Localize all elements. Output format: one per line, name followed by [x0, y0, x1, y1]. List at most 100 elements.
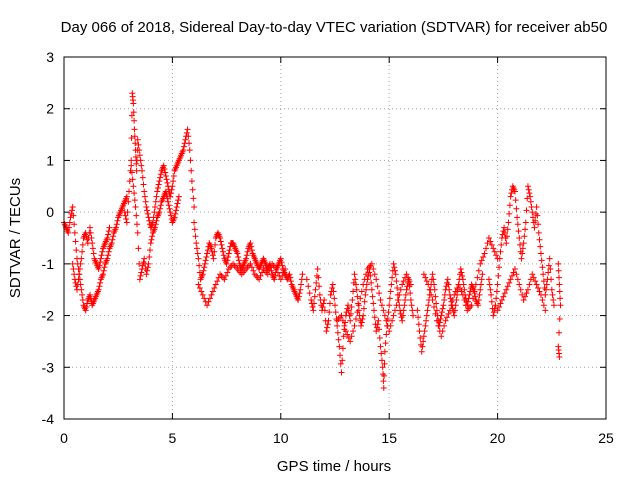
data-point — [157, 174, 164, 181]
data-point — [339, 345, 346, 352]
data-point — [496, 255, 503, 262]
grid — [64, 57, 606, 419]
data-point — [420, 271, 427, 278]
data-point — [70, 212, 77, 219]
data-point — [97, 279, 104, 286]
data-point — [391, 267, 398, 274]
data-point — [88, 235, 95, 241]
data-point — [341, 322, 348, 329]
data-point — [130, 183, 137, 190]
data-point — [79, 241, 86, 248]
data-point — [420, 338, 427, 345]
data-point — [371, 314, 378, 321]
data-point — [167, 190, 174, 197]
data-point — [136, 152, 143, 159]
data-point — [187, 157, 194, 164]
data-point — [462, 302, 469, 309]
data-point — [514, 214, 521, 221]
data-point — [498, 297, 505, 304]
data-point — [397, 286, 404, 293]
data-point — [441, 322, 448, 329]
data-point — [76, 266, 83, 273]
data-point — [548, 286, 555, 293]
data-point — [353, 286, 360, 293]
data-point — [550, 302, 557, 309]
data-point — [460, 281, 467, 288]
data-point — [79, 248, 86, 255]
data-point — [162, 169, 169, 176]
data-point — [109, 236, 116, 243]
data-point — [391, 264, 398, 271]
data-point — [173, 207, 180, 214]
data-point — [321, 297, 328, 304]
data-point — [393, 278, 400, 285]
data-point — [145, 260, 152, 267]
data-point — [407, 290, 414, 297]
data-point — [243, 252, 250, 259]
data-point — [128, 157, 135, 164]
data-point — [431, 286, 438, 293]
data-point — [381, 312, 388, 319]
data-point — [113, 221, 120, 228]
data-point — [340, 333, 347, 340]
data-points — [61, 90, 564, 391]
data-point — [295, 297, 302, 304]
data-point — [505, 219, 512, 226]
data-point — [386, 302, 393, 309]
data-point — [172, 210, 179, 217]
data-point — [535, 221, 542, 228]
data-point — [247, 260, 254, 267]
x-tick-label: 5 — [169, 430, 177, 446]
data-point — [522, 226, 529, 233]
data-point — [286, 271, 293, 278]
data-point — [435, 322, 442, 329]
data-point — [71, 229, 78, 236]
data-point — [183, 129, 190, 136]
data-point — [548, 276, 555, 283]
data-point — [495, 272, 502, 279]
data-point — [199, 291, 206, 298]
x-tick-label: 0 — [60, 430, 68, 446]
data-point — [105, 228, 112, 235]
data-point — [204, 250, 211, 257]
data-point — [543, 286, 550, 293]
data-point — [222, 272, 229, 279]
data-point — [209, 252, 216, 259]
data-point — [305, 283, 312, 290]
data-point — [342, 328, 349, 335]
data-point — [448, 302, 455, 309]
data-point — [399, 312, 406, 319]
data-point — [184, 126, 191, 133]
data-point — [79, 297, 86, 304]
data-point — [377, 297, 384, 304]
data-point — [360, 281, 367, 288]
data-point — [337, 360, 344, 367]
data-point — [556, 274, 563, 281]
data-point — [387, 322, 394, 329]
data-point — [71, 221, 78, 228]
data-point — [377, 343, 384, 350]
data-point — [321, 307, 328, 314]
data-point — [400, 278, 407, 285]
data-point — [352, 276, 359, 283]
data-point — [65, 229, 72, 236]
data-point — [556, 288, 563, 295]
data-point — [110, 233, 117, 240]
data-point — [417, 334, 424, 341]
data-point — [206, 295, 213, 302]
data-point — [474, 274, 481, 281]
data-point — [133, 167, 140, 174]
data-point — [400, 307, 407, 314]
data-point — [95, 286, 102, 293]
data-point — [513, 271, 520, 278]
data-point — [156, 178, 163, 185]
data-point — [104, 255, 111, 262]
data-point — [248, 247, 255, 254]
data-point — [381, 348, 388, 355]
data-point — [325, 317, 332, 324]
data-point — [389, 317, 396, 324]
data-point — [157, 171, 164, 178]
data-point — [433, 317, 440, 324]
data-point — [531, 224, 538, 231]
data-point — [208, 291, 215, 298]
